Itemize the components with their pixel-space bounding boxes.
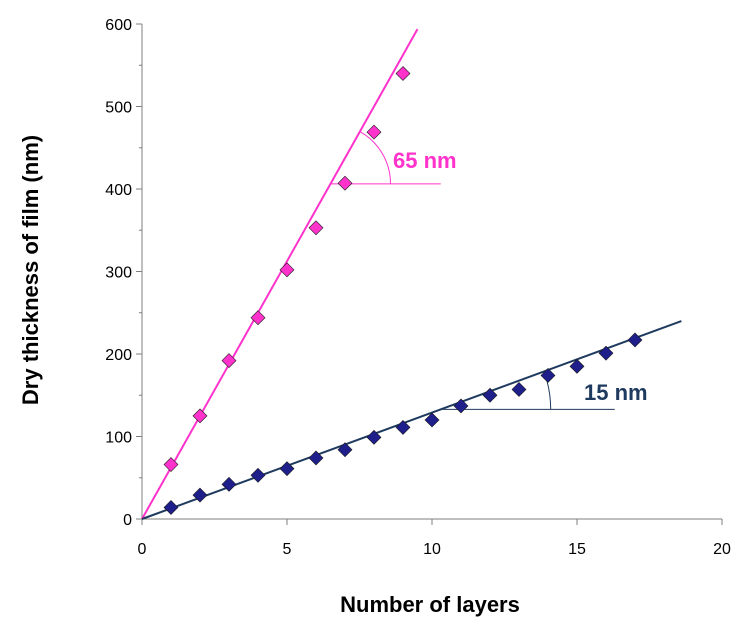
fit-line-magenta: [141, 28, 419, 520]
x-tick-label: 0: [138, 541, 147, 558]
x-tick-label: 20: [713, 541, 731, 558]
y-tick-label: 400: [105, 182, 132, 199]
data-point-navy: [337, 442, 353, 458]
data-point-navy: [540, 368, 556, 383]
data-point-magenta: [366, 124, 382, 140]
data-point-magenta: [395, 66, 411, 81]
data-point-navy: [395, 420, 411, 435]
y-tick-label: 200: [105, 347, 132, 364]
y-axis-title: Dry thickness of film (nm): [18, 135, 43, 405]
data-points: [163, 66, 643, 515]
data-point-navy: [221, 476, 237, 492]
y-tick-label: 300: [105, 265, 132, 282]
axes: 0 100 200 300 400 500 600 0 5 10 15 20: [105, 17, 731, 558]
x-tick-label: 15: [568, 541, 586, 558]
data-point-navy: [279, 461, 295, 477]
data-point-navy: [192, 487, 208, 503]
fit-lines: [141, 28, 682, 520]
data-point-navy: [598, 345, 614, 361]
data-point-magenta: [163, 457, 179, 472]
slope-angle-arc: [359, 131, 391, 184]
fit-line-navy: [141, 320, 682, 520]
x-tick-label: 10: [423, 541, 441, 558]
y-tick-label: 500: [105, 100, 132, 117]
x-tick-label: 5: [283, 541, 292, 558]
x-axis-title: Number of layers: [340, 592, 520, 617]
data-point-navy: [163, 500, 179, 515]
data-point-navy: [511, 382, 527, 397]
data-point-navy: [308, 450, 324, 466]
data-point-magenta: [221, 353, 237, 369]
slope-label: 65 nm: [393, 148, 457, 173]
y-tick-label: 0: [123, 512, 132, 529]
data-point-navy: [453, 398, 469, 414]
slope-label: 15 nm: [584, 380, 648, 405]
data-point-navy: [424, 412, 440, 428]
data-point-magenta: [192, 408, 208, 424]
data-point-navy: [250, 467, 266, 483]
data-point-navy: [366, 429, 382, 445]
data-point-navy: [627, 332, 643, 348]
data-point-magenta: [250, 310, 266, 326]
data-point-magenta: [308, 220, 324, 236]
slope-annotations: 65 nm 15 nm: [330, 131, 648, 410]
data-point-magenta: [337, 175, 353, 191]
data-point-navy: [482, 387, 498, 403]
data-point-magenta: [279, 262, 295, 278]
y-tick-label: 100: [105, 430, 132, 447]
data-point-navy: [569, 358, 585, 374]
y-tick-label: 600: [105, 17, 132, 34]
